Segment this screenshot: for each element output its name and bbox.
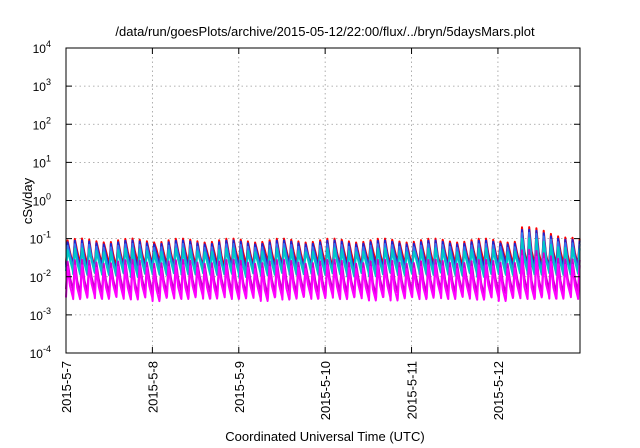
y-tick-label: 102 xyxy=(33,115,51,132)
x-tick-label: 2015-5-7 xyxy=(59,361,74,413)
y-tick-base: 10 xyxy=(33,156,47,170)
y-tick-base: 10 xyxy=(30,347,44,361)
x-tick-label: 2015-5-9 xyxy=(232,361,247,413)
y-tick-label: 103 xyxy=(33,77,51,94)
y-tick-base: 10 xyxy=(30,309,44,323)
y-axis-label: cSv/day xyxy=(20,177,35,224)
grid-lines xyxy=(66,48,580,353)
y-tick-label: 104 xyxy=(33,39,51,56)
y-tick-exponent: -2 xyxy=(43,268,51,278)
y-tick-exponent: 3 xyxy=(46,77,51,87)
y-tick-exponent: 4 xyxy=(46,39,51,49)
x-tick-label: 2015-5-10 xyxy=(318,361,333,420)
x-tick-label: 2015-5-8 xyxy=(145,361,160,413)
x-tick-label: 2015-5-12 xyxy=(491,361,506,420)
chart-title: /data/run/goesPlots/archive/2015-05-12/2… xyxy=(115,24,535,39)
y-tick-base: 10 xyxy=(30,233,44,247)
x-tick-label: 2015-5-11 xyxy=(405,361,420,419)
series-line xyxy=(65,237,581,278)
y-tick-exponent: -4 xyxy=(43,344,51,354)
y-tick-base: 10 xyxy=(33,42,47,56)
y-tick-exponent: 0 xyxy=(46,192,51,202)
y-tick-label: 101 xyxy=(33,153,51,170)
y-tick-base: 10 xyxy=(33,118,47,132)
y-tick-label: 10-3 xyxy=(30,306,51,323)
y-tick-exponent: -1 xyxy=(43,230,51,240)
y-tick-base: 10 xyxy=(33,80,47,94)
y-tick-label: 10-2 xyxy=(30,268,51,285)
y-tick-base: 10 xyxy=(33,195,47,209)
y-tick-exponent: -3 xyxy=(43,306,51,316)
y-tick-label: 10-4 xyxy=(30,344,51,361)
y-tick-exponent: 2 xyxy=(46,115,51,125)
x-axis-ticks: 2015-5-7 2015-5-8 2015-5-9 2015-5-10 2015-5-… xyxy=(59,48,506,420)
y-tick-base: 10 xyxy=(30,271,44,285)
y-tick-exponent: 1 xyxy=(46,153,51,163)
x-axis-label: Coordinated Universal Time (UTC) xyxy=(225,429,424,444)
series-lines xyxy=(65,226,581,303)
y-tick-label: 10-1 xyxy=(30,230,51,247)
series-line xyxy=(65,254,581,303)
y-tick-label: 100 xyxy=(33,192,51,209)
